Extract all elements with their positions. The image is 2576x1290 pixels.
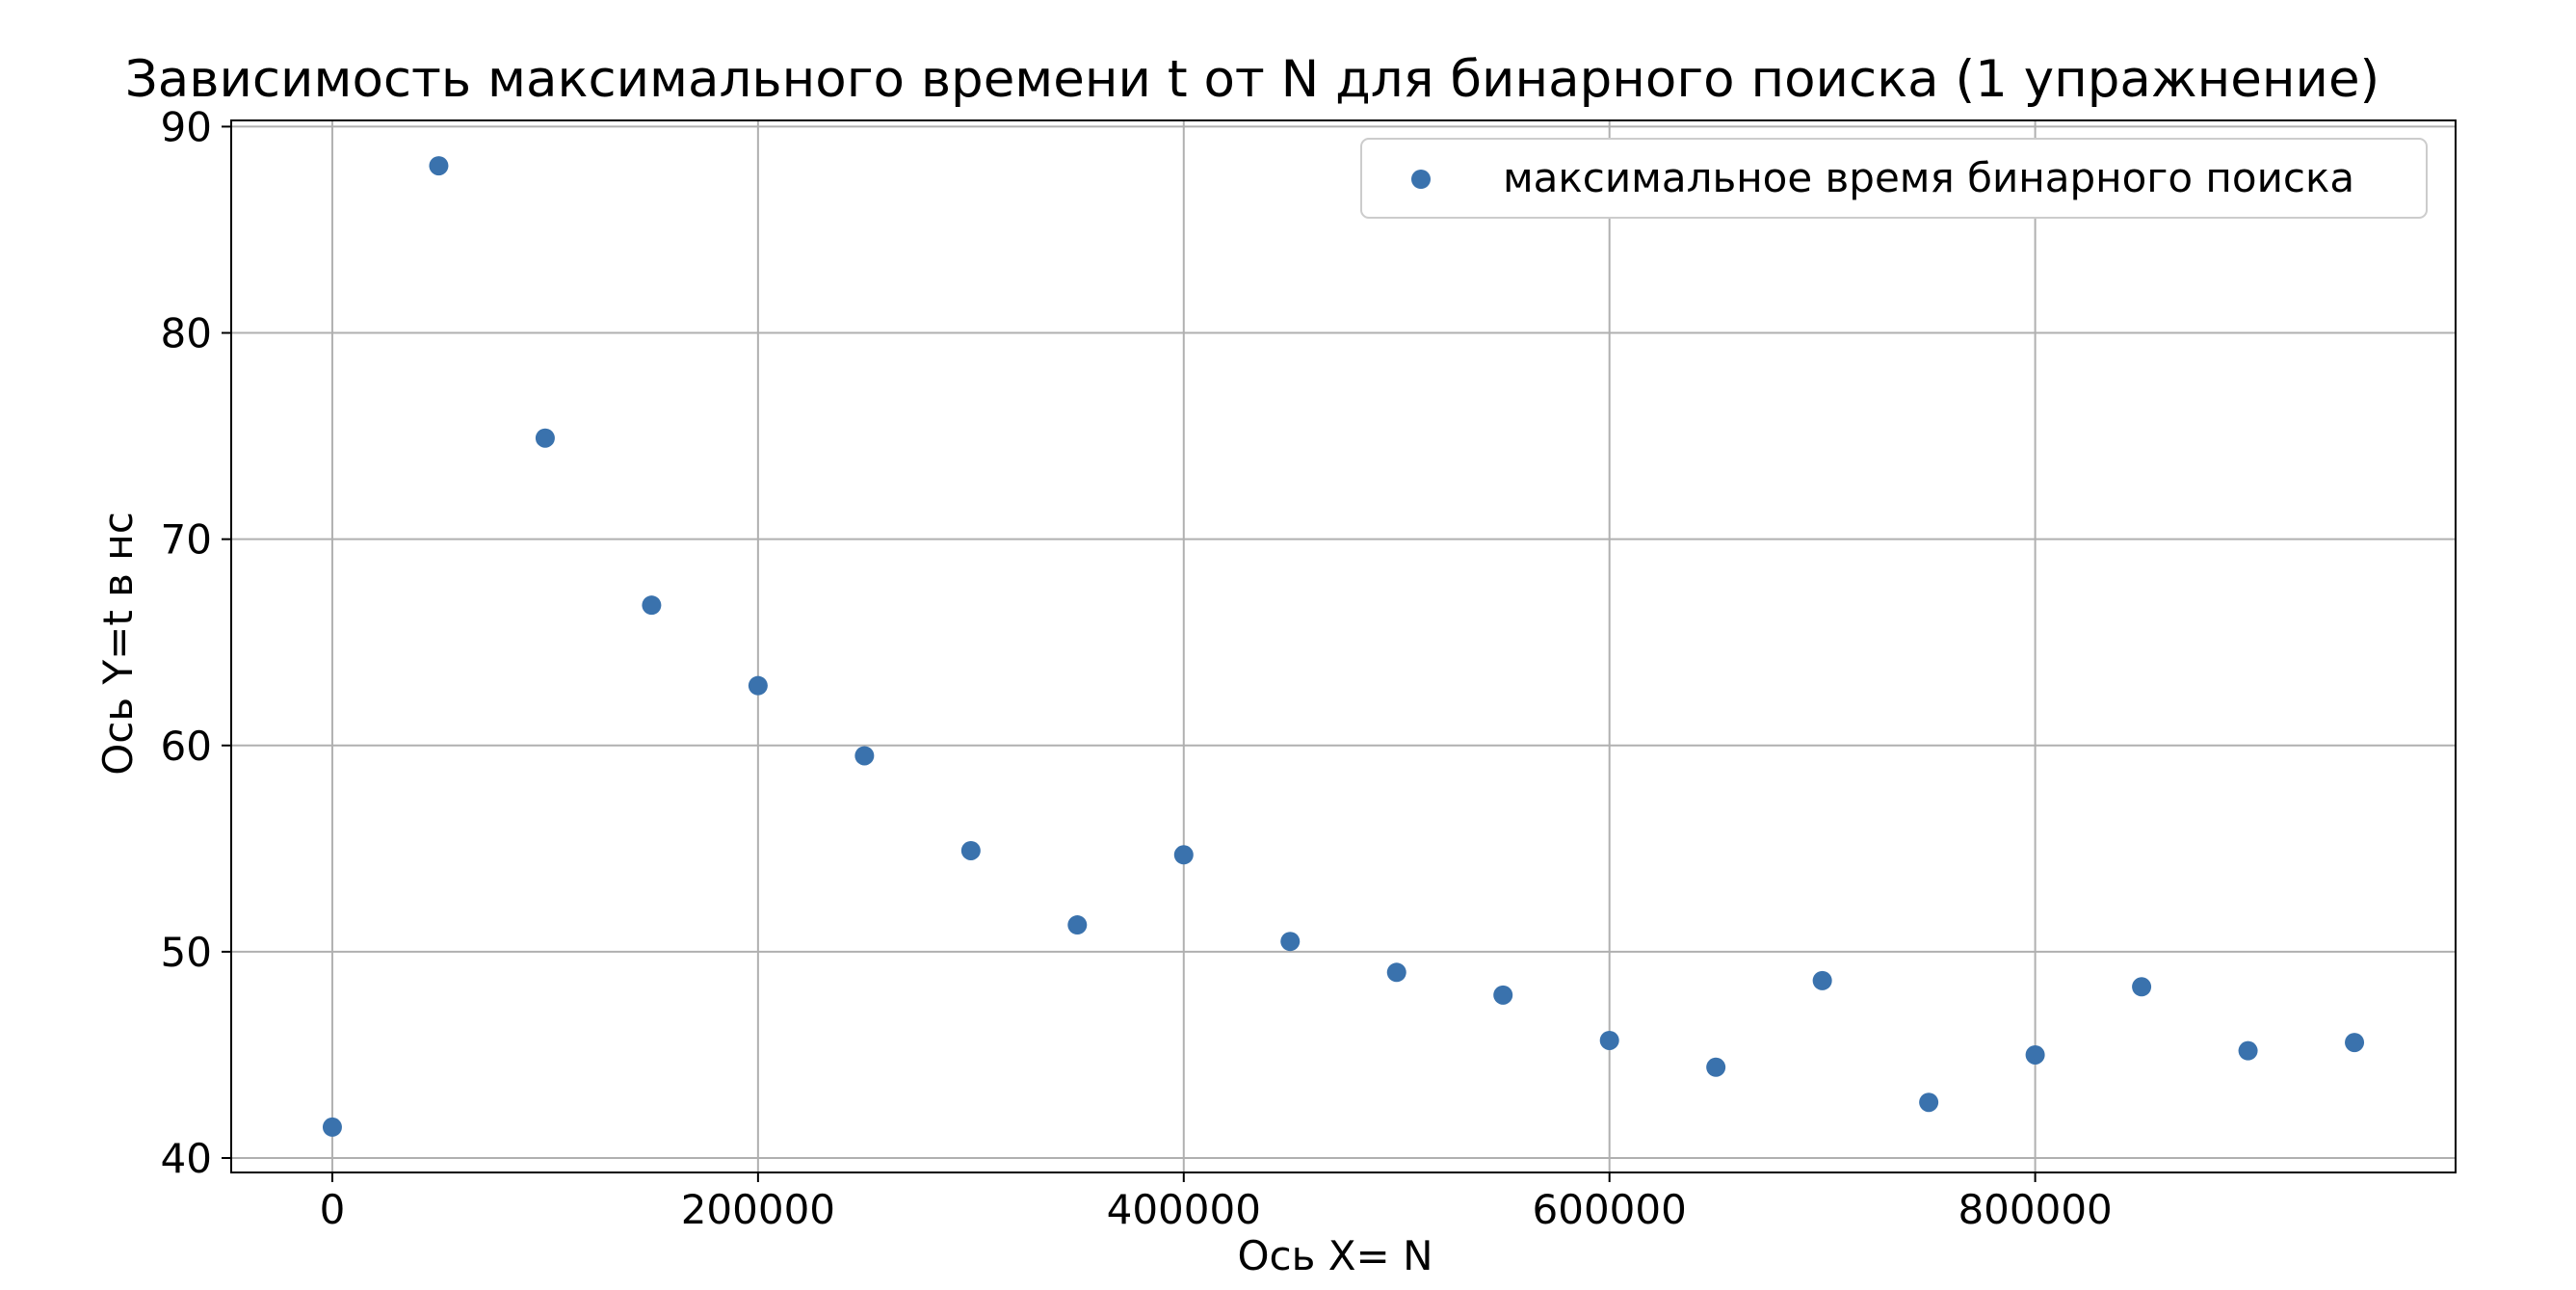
y-tick-label: 90 — [161, 103, 212, 150]
data-point — [642, 595, 662, 616]
data-point — [322, 1117, 342, 1137]
legend-label: максимальное время бинарного поиска — [1503, 154, 2354, 201]
data-point — [1599, 1030, 1619, 1050]
grid — [231, 120, 2456, 1172]
y-tick-label: 40 — [161, 1135, 212, 1182]
data-point — [1386, 962, 1406, 983]
data-point — [1706, 1057, 1726, 1077]
legend-box — [1360, 138, 2428, 219]
y-tick-label: 60 — [161, 723, 212, 770]
data-point — [429, 156, 449, 176]
data-point — [1919, 1093, 1939, 1113]
x-tick-label: 400000 — [1107, 1186, 1261, 1233]
data-point — [1493, 985, 1513, 1005]
data-point — [2345, 1033, 2365, 1053]
x-tick-label: 600000 — [1533, 1186, 1687, 1233]
legend-marker — [1411, 170, 1431, 189]
plot-frame — [230, 119, 2457, 1173]
data-point — [1067, 915, 1088, 935]
data-point — [535, 428, 555, 448]
data-point — [2132, 977, 2152, 997]
x-tick-label: 0 — [320, 1186, 346, 1233]
y-tick-label: 70 — [161, 516, 212, 564]
data-point — [2238, 1040, 2258, 1061]
data-point — [960, 840, 981, 860]
axis-ticks: 0 200000 400000 600000 800000 40 50 60 70 80 90 — [161, 103, 2113, 1233]
y-tick-label: 50 — [161, 929, 212, 976]
chart-title: Зависимость максимального времени t от N… — [125, 50, 2379, 109]
data-points — [322, 156, 2365, 1137]
x-tick-label: 800000 — [1958, 1186, 2112, 1233]
data-point — [1280, 932, 1301, 952]
data-point — [1812, 970, 1832, 990]
data-point — [2025, 1044, 2045, 1065]
x-axis-label: Ось X= N — [1238, 1232, 1433, 1279]
y-axis-label: Ось Y=t в нс — [94, 512, 142, 776]
legend: максимальное время бинарного поиска — [1360, 138, 2428, 219]
y-tick-label: 80 — [161, 310, 212, 357]
data-point — [1173, 845, 1194, 865]
x-tick-label: 200000 — [681, 1186, 835, 1233]
data-point — [854, 746, 875, 766]
data-point — [748, 675, 768, 696]
